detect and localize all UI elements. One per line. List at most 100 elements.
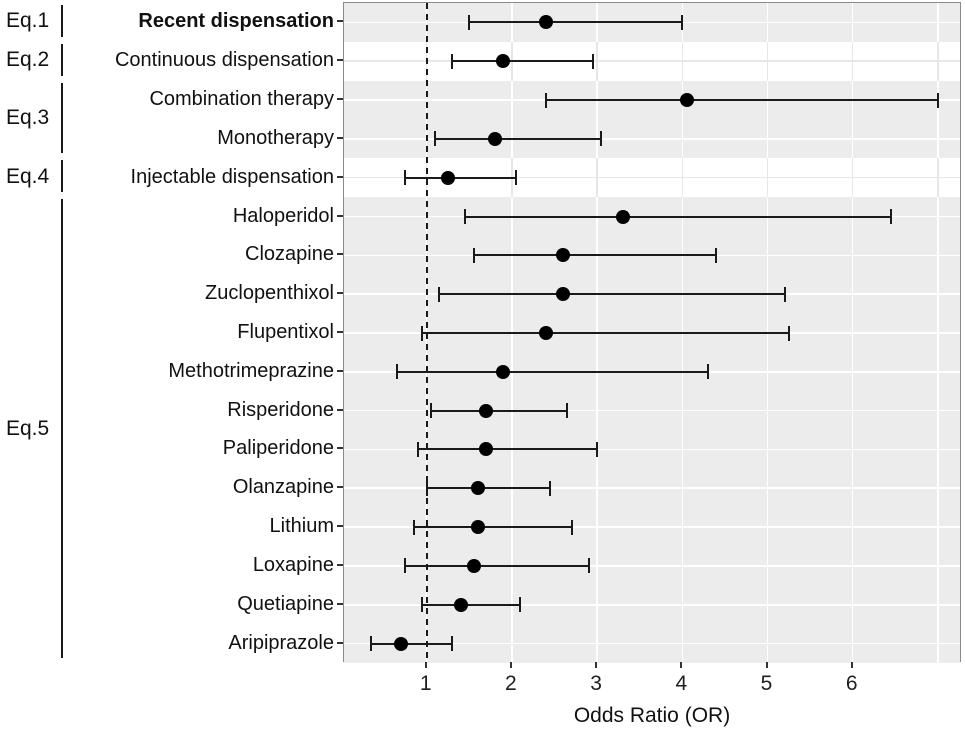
row-label: Quetiapine bbox=[237, 592, 334, 615]
ci-bar bbox=[430, 409, 568, 412]
gridline-horizontal bbox=[344, 138, 960, 140]
ci-bar bbox=[465, 215, 892, 218]
plot-panel bbox=[343, 2, 961, 663]
gridline-vertical bbox=[766, 80, 769, 159]
x-axis-title: Odds Ratio (OR) bbox=[573, 704, 731, 727]
panel-band bbox=[344, 80, 960, 159]
gridline-vertical bbox=[766, 197, 769, 663]
row-label: Injectable dispensation bbox=[130, 165, 334, 188]
row-label: Loxapine bbox=[252, 553, 334, 576]
ci-bar bbox=[405, 564, 589, 567]
point-estimate bbox=[496, 54, 511, 69]
group-label: Eq.4 bbox=[6, 164, 50, 188]
row-label: Flupentixol bbox=[237, 320, 334, 343]
row-label: Lithium bbox=[269, 515, 334, 538]
point-estimate bbox=[470, 481, 485, 496]
ci-cap-high bbox=[587, 558, 590, 574]
y-tick bbox=[337, 486, 343, 489]
gridline-vertical bbox=[681, 80, 684, 159]
x-tick-label: 6 bbox=[845, 672, 858, 695]
ci-bar bbox=[426, 487, 551, 490]
y-tick bbox=[337, 563, 343, 566]
ci-cap-high bbox=[515, 170, 518, 186]
row-label: Monotherapy bbox=[217, 126, 334, 149]
ci-cap-high bbox=[936, 92, 939, 108]
y-tick bbox=[337, 525, 343, 528]
ci-bar bbox=[469, 21, 683, 24]
group-bracket bbox=[61, 82, 63, 154]
group-label: Eq.3 bbox=[6, 106, 50, 130]
y-tick bbox=[337, 214, 343, 217]
gridline-horizontal bbox=[344, 487, 960, 490]
ci-cap-low bbox=[404, 170, 407, 186]
gridline-vertical bbox=[851, 80, 854, 159]
group-bracket bbox=[61, 160, 63, 193]
ci-cap-low bbox=[464, 209, 467, 225]
row-label: Recent dispensation bbox=[138, 10, 334, 33]
group-label: Eq.5 bbox=[6, 417, 50, 441]
row-labels-column: Recent dispensation Continuous dispensati… bbox=[0, 0, 343, 740]
ci-cap-high bbox=[451, 636, 454, 652]
group-label: Eq.1 bbox=[6, 9, 50, 33]
gridline-horizontal bbox=[344, 448, 960, 451]
group-label: Eq.2 bbox=[6, 48, 50, 72]
point-estimate bbox=[679, 93, 694, 108]
y-tick bbox=[337, 641, 343, 644]
point-estimate bbox=[496, 364, 511, 379]
ci-cap-low bbox=[417, 441, 420, 457]
gridline-vertical bbox=[937, 197, 939, 663]
gridline-horizontal bbox=[344, 176, 960, 179]
ci-cap-high bbox=[890, 209, 893, 225]
y-tick bbox=[337, 98, 343, 101]
point-estimate bbox=[538, 326, 553, 340]
point-estimate bbox=[615, 209, 630, 224]
equation-brackets: Eq.1 Eq.2 Eq.3 Eq.4 Eq.5 bbox=[0, 0, 120, 740]
y-tick bbox=[337, 331, 343, 333]
ci-bar bbox=[396, 370, 708, 373]
ci-cap-high bbox=[681, 14, 684, 30]
gridline-horizontal bbox=[344, 603, 960, 606]
ci-cap-high bbox=[519, 597, 522, 613]
ci-cap-low bbox=[412, 519, 415, 535]
ci-bar bbox=[435, 137, 602, 140]
ci-cap-high bbox=[549, 480, 552, 496]
gridline-vertical bbox=[511, 80, 513, 159]
gridline-vertical bbox=[511, 197, 513, 663]
y-tick bbox=[337, 447, 343, 450]
x-tick-label: 4 bbox=[675, 672, 688, 695]
ci-bar bbox=[413, 526, 572, 529]
row-label: Combination therapy bbox=[149, 88, 334, 111]
point-estimate bbox=[538, 15, 553, 30]
ci-bar bbox=[405, 176, 517, 179]
row-label: Aripiprazole bbox=[228, 631, 334, 654]
ci-bar bbox=[418, 448, 598, 451]
ci-cap-low bbox=[404, 558, 407, 574]
row-label: Paliperidone bbox=[222, 437, 334, 460]
y-tick bbox=[337, 408, 343, 411]
y-tick bbox=[337, 369, 343, 372]
ci-cap-low bbox=[468, 14, 471, 30]
gridline-horizontal bbox=[344, 409, 960, 412]
gridline-horizontal bbox=[344, 60, 960, 63]
ci-bar bbox=[422, 603, 521, 606]
x-tick bbox=[424, 662, 427, 668]
ci-cap-low bbox=[438, 286, 441, 302]
point-estimate bbox=[479, 403, 494, 418]
point-estimate bbox=[470, 520, 485, 535]
row-label: Clozapine bbox=[245, 243, 334, 266]
ci-bar bbox=[473, 254, 717, 257]
ci-cap-low bbox=[544, 92, 547, 108]
ci-cap-low bbox=[421, 325, 424, 341]
ci-cap-high bbox=[783, 286, 786, 302]
gridline-horizontal bbox=[344, 642, 960, 645]
row-label: Zuclopenthixol bbox=[205, 282, 334, 305]
ci-cap-high bbox=[596, 441, 599, 457]
x-tick bbox=[765, 662, 768, 668]
y-tick bbox=[337, 292, 343, 295]
row-label: Haloperidol bbox=[232, 204, 334, 227]
ci-cap-high bbox=[570, 519, 573, 535]
ci-cap-low bbox=[429, 403, 432, 419]
ci-bar bbox=[422, 332, 789, 334]
x-tick bbox=[850, 662, 853, 668]
ci-cap-high bbox=[566, 403, 569, 419]
